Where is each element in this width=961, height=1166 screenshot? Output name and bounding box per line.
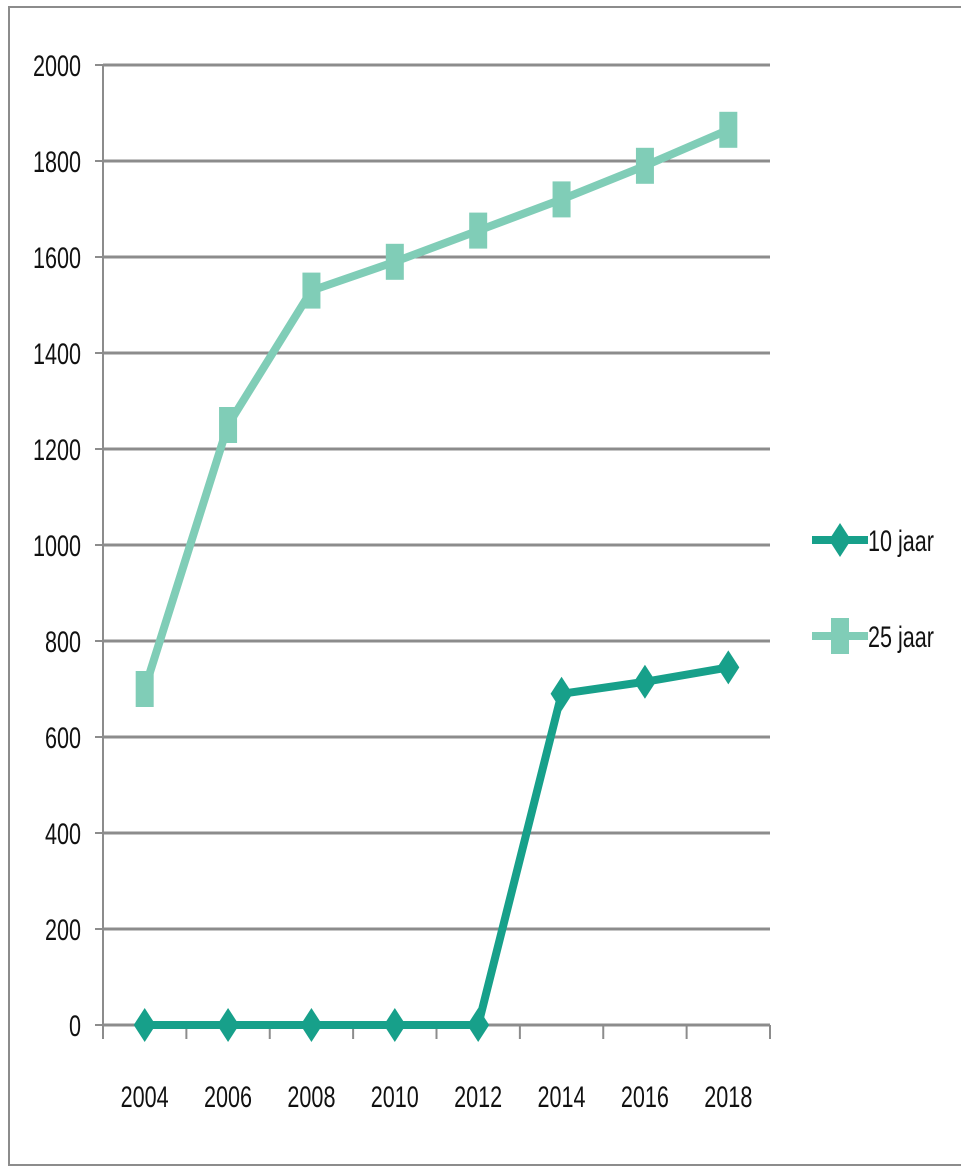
y-tick-label: 200 xyxy=(45,912,81,946)
x-tick-label: 2008 xyxy=(287,1079,335,1113)
x-tick-label: 2010 xyxy=(371,1079,419,1113)
x-tick-label: 2012 xyxy=(454,1079,502,1113)
y-tick-label: 400 xyxy=(45,816,81,850)
data-point xyxy=(469,212,488,249)
x-tick-label: 2006 xyxy=(204,1079,252,1113)
legend-marker xyxy=(829,523,851,557)
data-point xyxy=(552,181,571,218)
data-point xyxy=(467,1008,490,1042)
y-tick-label: 1600 xyxy=(33,240,81,274)
y-tick-label: 2000 xyxy=(33,48,81,82)
data-point xyxy=(385,243,404,280)
axes xyxy=(95,64,771,1039)
x-tick-label: 2018 xyxy=(704,1079,752,1113)
legend-label: 25 jaar xyxy=(868,619,934,653)
legend-item: 25 jaar xyxy=(812,618,934,654)
legend-item: 10 jaar xyxy=(812,523,934,558)
series-layer xyxy=(133,111,740,1042)
y-tick-label: 600 xyxy=(45,720,81,754)
chart-frame xyxy=(8,6,961,1166)
legend-marker xyxy=(831,618,849,654)
y-tick-label: 0 xyxy=(69,1008,81,1042)
series-line xyxy=(144,663,729,1029)
data-point xyxy=(300,1008,323,1042)
data-point xyxy=(383,1008,406,1042)
y-tick-label: 1000 xyxy=(33,528,81,562)
data-point xyxy=(217,1008,240,1042)
grid-lines xyxy=(103,63,770,1027)
x-tick-label: 2014 xyxy=(538,1079,586,1113)
data-point xyxy=(135,671,154,707)
data-point xyxy=(550,676,573,711)
x-tick-label: 2016 xyxy=(621,1079,669,1113)
series-25-jaar xyxy=(135,111,738,707)
x-tick-labels: 2004 2006 2008 2010 2012 2014 2016 2018 xyxy=(121,1079,753,1113)
series-10-jaar xyxy=(133,650,740,1042)
y-tick-label: 1200 xyxy=(33,432,81,466)
data-point xyxy=(219,407,238,443)
x-tick-label: 2004 xyxy=(121,1079,169,1113)
legend: 10 jaar 25 jaar xyxy=(812,523,934,654)
data-point xyxy=(133,1008,156,1042)
data-point xyxy=(633,664,656,699)
series-line xyxy=(140,126,730,691)
legend-label: 10 jaar xyxy=(868,523,934,557)
y-tick-label: 800 xyxy=(45,624,81,658)
y-tick-label: 1400 xyxy=(33,336,81,370)
data-point xyxy=(635,147,654,184)
data-point xyxy=(302,272,321,309)
y-tick-label: 1800 xyxy=(33,144,81,178)
data-point xyxy=(717,650,740,685)
data-point xyxy=(719,111,738,148)
y-tick-labels: 0 200 400 600 800 1000 1200 1400 1600 1800 2000 xyxy=(33,48,81,1042)
